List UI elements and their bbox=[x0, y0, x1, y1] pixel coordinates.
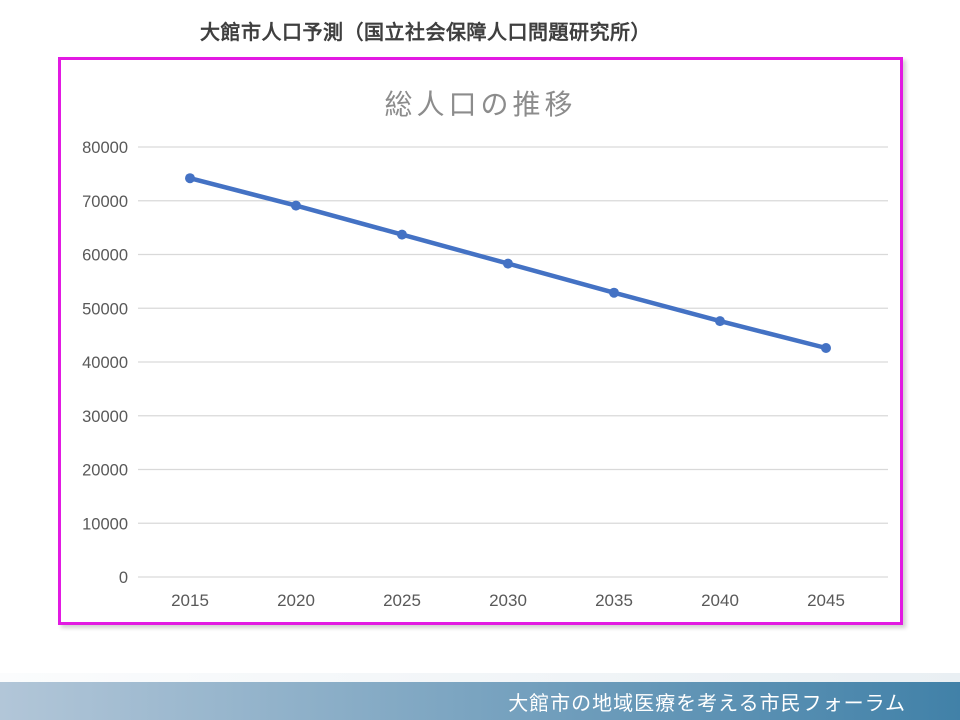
data-point-marker bbox=[397, 229, 407, 240]
y-axis-tick-label: 80000 bbox=[82, 139, 128, 157]
data-point-marker bbox=[715, 316, 725, 327]
x-axis-tick-label: 2025 bbox=[383, 591, 421, 610]
slide-title: 大館市人口予測（国立社会保障人口問題研究所） bbox=[200, 22, 651, 44]
chart-title: 総人口の推移 bbox=[384, 89, 577, 120]
y-axis-tick-label: 50000 bbox=[82, 300, 128, 318]
x-axis-tick-label: 2015 bbox=[171, 591, 209, 610]
x-axis-tick-label: 2020 bbox=[277, 591, 315, 610]
data-point-marker bbox=[291, 200, 301, 211]
y-axis-tick-label: 20000 bbox=[82, 462, 128, 480]
footer-text: 大館市の地域医療を考える市民フォーラム bbox=[508, 692, 906, 715]
footer-bar: 大館市の地域医療を考える市民フォーラム bbox=[0, 682, 960, 720]
x-axis-tick-label: 2035 bbox=[595, 591, 633, 610]
x-axis-tick-label: 2045 bbox=[807, 591, 845, 610]
footer-accent-strip bbox=[0, 673, 960, 682]
data-point-marker bbox=[503, 258, 513, 269]
y-axis-tick-label: 40000 bbox=[82, 354, 128, 372]
y-axis-tick-label: 0 bbox=[119, 569, 128, 587]
x-axis-tick-label: 2030 bbox=[489, 591, 527, 610]
population-line-chart: 0 10000 20000 30000 40000 50000 60000 70000 8000… bbox=[82, 139, 888, 610]
data-point-marker bbox=[185, 173, 195, 184]
data-point-marker bbox=[821, 343, 831, 353]
y-axis-tick-label: 70000 bbox=[82, 193, 128, 211]
data-point-marker bbox=[609, 287, 619, 298]
y-axis-tick-label: 30000 bbox=[82, 408, 128, 426]
x-axis-tick-label: 2040 bbox=[701, 591, 739, 610]
y-axis-tick-label: 10000 bbox=[82, 515, 128, 533]
chart-frame: 0 10000 20000 30000 40000 50000 60000 70000 8000… bbox=[58, 57, 903, 625]
y-axis-tick-label: 60000 bbox=[82, 247, 128, 265]
